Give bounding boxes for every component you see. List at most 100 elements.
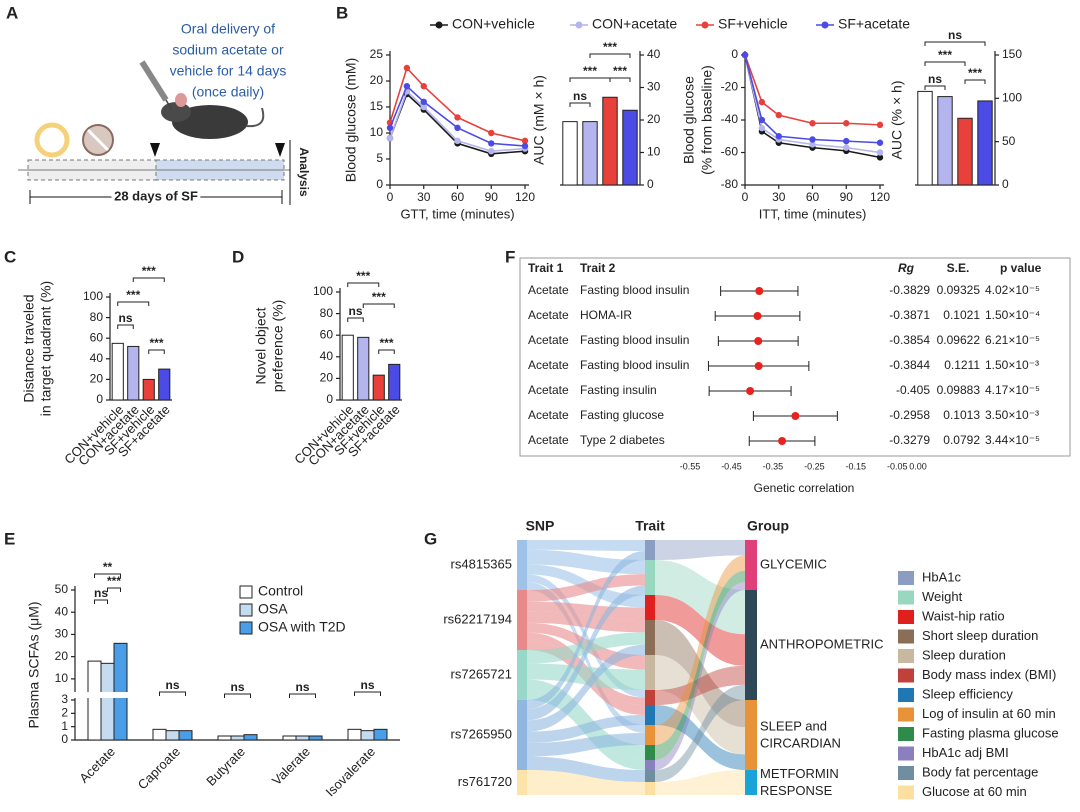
x-tick-label: -0.15 [846,461,867,471]
group-label: METFORMIN [760,766,839,781]
table-cell: Acetate [528,408,569,422]
legend-label: CON+vehicle [452,16,535,32]
legend-swatch [239,603,253,617]
trait-node [645,560,655,595]
y-tick-label: 10 [370,125,384,139]
y-tick-label: 40 [647,47,661,61]
series-line [744,54,881,144]
flow [655,555,745,745]
flow [527,601,645,620]
legend-swatch [898,766,914,780]
group-node [745,590,757,700]
significance-bracket [924,85,946,90]
series-marker [809,136,816,143]
y-tick-label: 100 [83,289,103,303]
bar [357,336,370,401]
y-tick-label: 80 [320,306,334,320]
snp-label: rs7265950 [451,726,512,741]
trait-node [645,770,655,782]
series-marker [758,116,766,124]
significance-label: *** [583,64,597,78]
legend-label: Weight [922,589,963,604]
x-tick-label: -0.55 [680,461,701,471]
table-cell: Fasting blood insulin [580,358,689,372]
y-tick-label: 0 [376,177,383,191]
x-axis-label: GTT, time (minutes) [400,206,514,221]
group-label: GLYCEMIC [760,556,827,571]
y-tick-label: 150 [1002,47,1022,61]
x-axis-label: ITT, time (minutes) [759,206,867,221]
legend-label: Control [258,583,303,599]
y-tick-label: 1 [61,719,68,733]
significance-label: ns [948,28,962,42]
legend-swatch [898,785,914,800]
legend-swatch [898,649,914,663]
bar [152,728,167,741]
timeline-label: 28 days of SF [114,188,198,203]
series-marker [488,148,495,155]
series-marker [488,129,495,137]
table-cell: 1.50×10⁻³ [985,358,1039,372]
table-cell: 0.09622 [937,333,981,347]
y-axis-label: AUC (% × h) [889,81,905,160]
table-cell: Fasting insulin [580,383,657,397]
series-marker [741,51,749,59]
y-axis-label: Novel object [253,307,269,384]
legend-label: Sleep duration [922,647,1006,662]
panel-label: B [336,3,348,22]
point [753,312,762,320]
bar [243,734,258,741]
flow [527,756,645,782]
y-tick-label: 50 [1002,134,1016,148]
series-line [389,89,526,153]
significance-bracket [347,317,364,322]
snp-label: rs62217194 [443,611,512,626]
series-marker [775,133,782,140]
y-tick-label: -40 [721,112,739,126]
panel-label: E [4,529,15,548]
series-marker [843,137,850,145]
bar [388,363,401,401]
y-tick-label: -20 [721,80,739,94]
significance-label: ns [118,311,132,325]
series-marker [809,120,816,127]
series-line [744,54,881,154]
table-cell: Acetate [528,333,569,347]
series-marker [403,83,411,90]
legend-swatch [898,727,914,741]
series-marker [876,149,884,156]
significance-label: *** [126,288,140,302]
y-tick-label: 20 [370,73,384,87]
syringe [139,60,169,102]
x-axis-label: Genetic correlation [754,481,855,495]
trait-node [645,705,655,725]
y-tick-label: 15 [370,99,384,113]
x-tick-label: -0.25 [804,461,825,471]
legend-label: Waist-hip ratio [922,608,1005,623]
snp-node [517,650,527,700]
legend-marker [701,21,709,29]
series-line [389,66,526,142]
series-marker [876,121,884,129]
trait-node [645,540,655,560]
flow [527,770,645,795]
x-tick-label: 0.00 [909,461,927,471]
y-tick-label: 80 [90,310,104,324]
legend-label: Log of insulin at 60 min [922,706,1056,721]
y-tick-label: 50 [55,582,69,596]
series-marker [876,154,884,161]
bar [178,730,193,741]
flow [527,644,645,732]
y-tick-label: 40 [320,349,334,363]
snp-label: rs7265721 [451,666,512,681]
y-tick-label: 20 [90,372,104,386]
table-cell: -0.3279 [889,433,930,447]
series-marker [386,135,394,142]
series-marker [809,141,816,148]
y-tick-label: 0 [647,177,654,191]
series-marker [521,137,529,144]
y-tick-label: 10 [55,671,69,685]
bar [341,334,354,401]
flow [655,705,745,770]
y-tick-label: -80 [721,177,739,191]
